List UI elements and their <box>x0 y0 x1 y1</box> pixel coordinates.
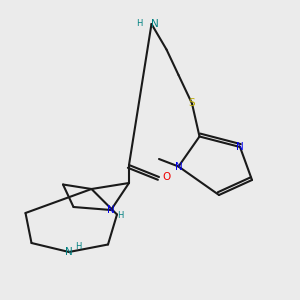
Text: H: H <box>75 242 81 251</box>
Text: N: N <box>175 161 182 172</box>
Text: N: N <box>151 19 159 29</box>
Text: S: S <box>189 98 195 109</box>
Text: N: N <box>236 142 244 152</box>
Text: H: H <box>136 20 143 28</box>
Text: O: O <box>162 172 171 182</box>
Text: H: H <box>117 211 123 220</box>
Text: N: N <box>107 205 115 215</box>
Text: N: N <box>65 247 73 257</box>
